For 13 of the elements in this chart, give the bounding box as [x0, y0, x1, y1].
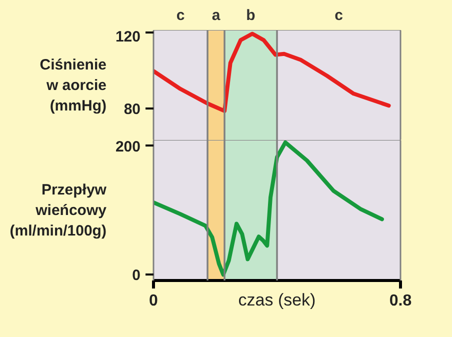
y-tick-label: 0 — [132, 267, 140, 284]
x-tick-label: 0.8 — [389, 292, 412, 310]
y-tick-label: 80 — [124, 100, 141, 118]
line-series — [154, 140, 384, 277]
y-tick-label: 200 — [115, 138, 141, 156]
y-tick-label: 120 — [115, 28, 141, 46]
band-label: a — [212, 7, 221, 24]
x-axis-title: czas (sek) — [238, 290, 316, 310]
band-label: c — [176, 7, 185, 24]
y-axis-title: Ciśnienie w aorcie (mmHg) — [40, 56, 106, 114]
band-label: c — [334, 7, 343, 24]
y-axis-title: Przepływ wieńcowy (ml/min/100g) — [10, 182, 108, 240]
band-label: b — [246, 7, 256, 24]
